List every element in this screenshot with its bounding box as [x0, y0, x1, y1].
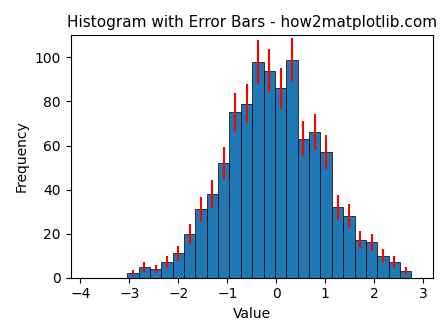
- Bar: [389, 262, 400, 278]
- Bar: [207, 194, 218, 278]
- Bar: [184, 234, 195, 278]
- Bar: [354, 240, 366, 278]
- Bar: [320, 152, 332, 278]
- Bar: [150, 269, 161, 278]
- Bar: [252, 62, 263, 278]
- Title: Histogram with Error Bars - how2matplotlib.com: Histogram with Error Bars - how2matplotl…: [67, 15, 437, 30]
- Bar: [366, 243, 377, 278]
- Bar: [377, 256, 389, 278]
- X-axis label: Value: Value: [233, 307, 271, 321]
- Y-axis label: Frequency: Frequency: [15, 121, 29, 193]
- Bar: [286, 59, 298, 278]
- Bar: [263, 71, 275, 278]
- Bar: [275, 88, 286, 278]
- Bar: [343, 216, 354, 278]
- Bar: [298, 139, 309, 278]
- Bar: [241, 103, 252, 278]
- Bar: [138, 267, 150, 278]
- Bar: [172, 253, 184, 278]
- Bar: [127, 273, 138, 278]
- Bar: [229, 113, 241, 278]
- Bar: [400, 271, 411, 278]
- Bar: [195, 209, 207, 278]
- Bar: [332, 207, 343, 278]
- Bar: [218, 163, 229, 278]
- Bar: [161, 262, 172, 278]
- Bar: [309, 132, 320, 278]
